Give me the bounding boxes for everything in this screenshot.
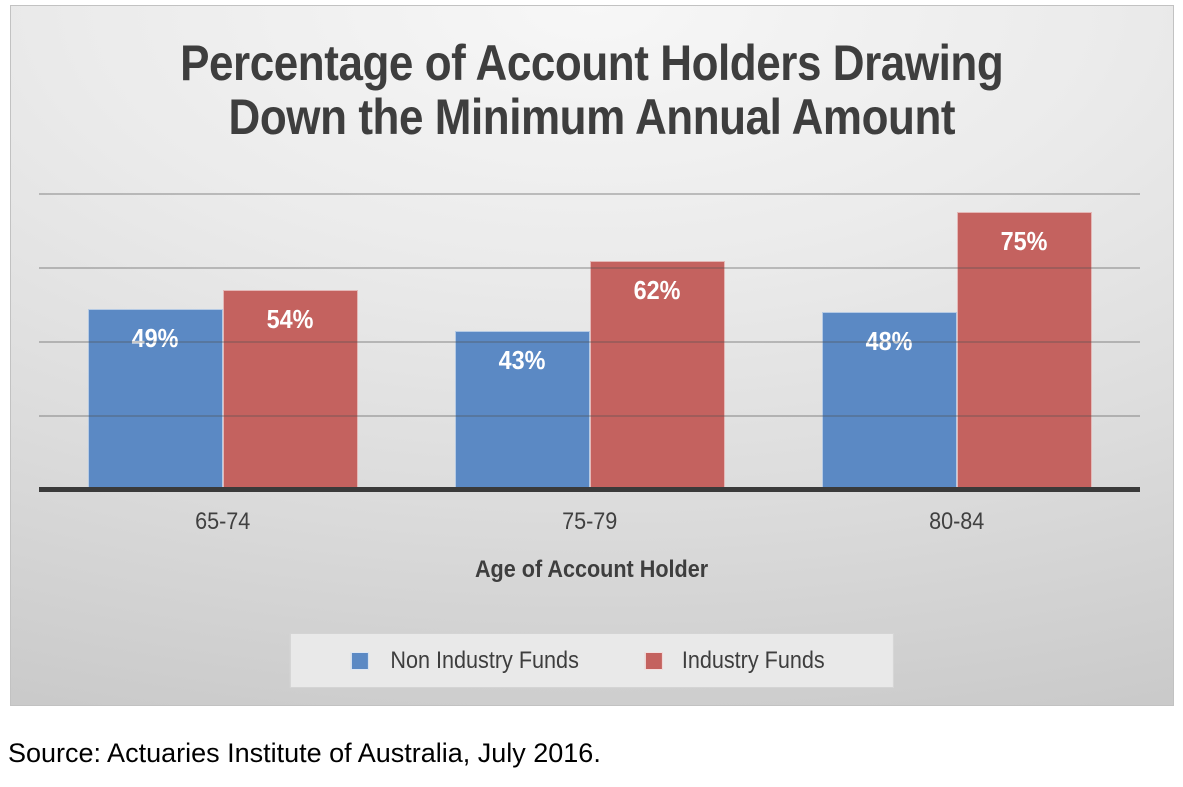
x-axis-line — [39, 487, 1140, 492]
bar-industry-funds-65-74: 54% — [222, 290, 358, 490]
gridline-20 — [39, 415, 1140, 417]
chart-panel: Percentage of Account Holders Drawing Do… — [10, 5, 1174, 706]
source-note: Source: Actuaries Institute of Australia… — [8, 738, 601, 768]
bar-value-label: 43% — [498, 345, 546, 375]
legend-label-industry: Industry Funds — [682, 646, 826, 674]
x-tick-label-80-84: 80-84 — [887, 508, 1027, 536]
legend-item-industry-funds: Industry Funds — [645, 647, 833, 675]
bar-value-label: 75% — [1000, 226, 1048, 256]
legend-swatch-industry-icon — [645, 651, 664, 670]
x-tick-label-text: 80-84 — [928, 508, 985, 535]
chart-title: Percentage of Account Holders Drawing Do… — [11, 36, 1173, 144]
legend-swatch-non-industry-icon — [350, 651, 369, 670]
bar-non-industry-funds-65-74: 49% — [87, 309, 223, 490]
bar-non-industry-funds-80-84: 48% — [821, 312, 957, 490]
gridline-40 — [39, 341, 1140, 343]
legend: Non Industry Funds Industry Funds — [289, 633, 895, 688]
x-tick-label-75-79: 75-79 — [520, 508, 660, 536]
gridline-80 — [39, 193, 1140, 195]
chart-title-text-1: Percentage of Account Holders Drawing — [180, 35, 1004, 91]
x-tick-label-65-74: 65-74 — [153, 508, 293, 536]
bar-value-label: 48% — [865, 326, 913, 356]
bar-industry-funds-80-84: 75% — [956, 212, 1092, 490]
bar-value-label: 49% — [131, 323, 179, 353]
gridline-60 — [39, 267, 1140, 269]
plot-area: 49% 54% 65-74 43% 62% 75-79 48% 75% 80-84 — [11, 6, 1173, 705]
chart-title-line-1: Percentage of Account Holders Drawing — [11, 36, 1173, 90]
bar-value-label: 62% — [633, 275, 681, 305]
legend-label-non-industry: Non Industry Funds — [390, 646, 579, 674]
x-axis-title: Age of Account Holder — [11, 556, 1173, 584]
chart-title-line-2: Down the Minimum Annual Amount — [11, 90, 1173, 144]
bar-industry-funds-75-79: 62% — [589, 261, 725, 490]
x-tick-label-text: 75-79 — [561, 508, 618, 535]
legend-item-non-industry-funds: Non Industry Funds — [350, 646, 589, 675]
bar-value-label: 54% — [266, 304, 314, 334]
x-tick-label-text: 65-74 — [194, 508, 251, 535]
bar-non-industry-funds-75-79: 43% — [454, 331, 590, 490]
x-axis-title-text: Age of Account Holder — [475, 556, 709, 583]
chart-title-text-2: Down the Minimum Annual Amount — [228, 89, 956, 145]
